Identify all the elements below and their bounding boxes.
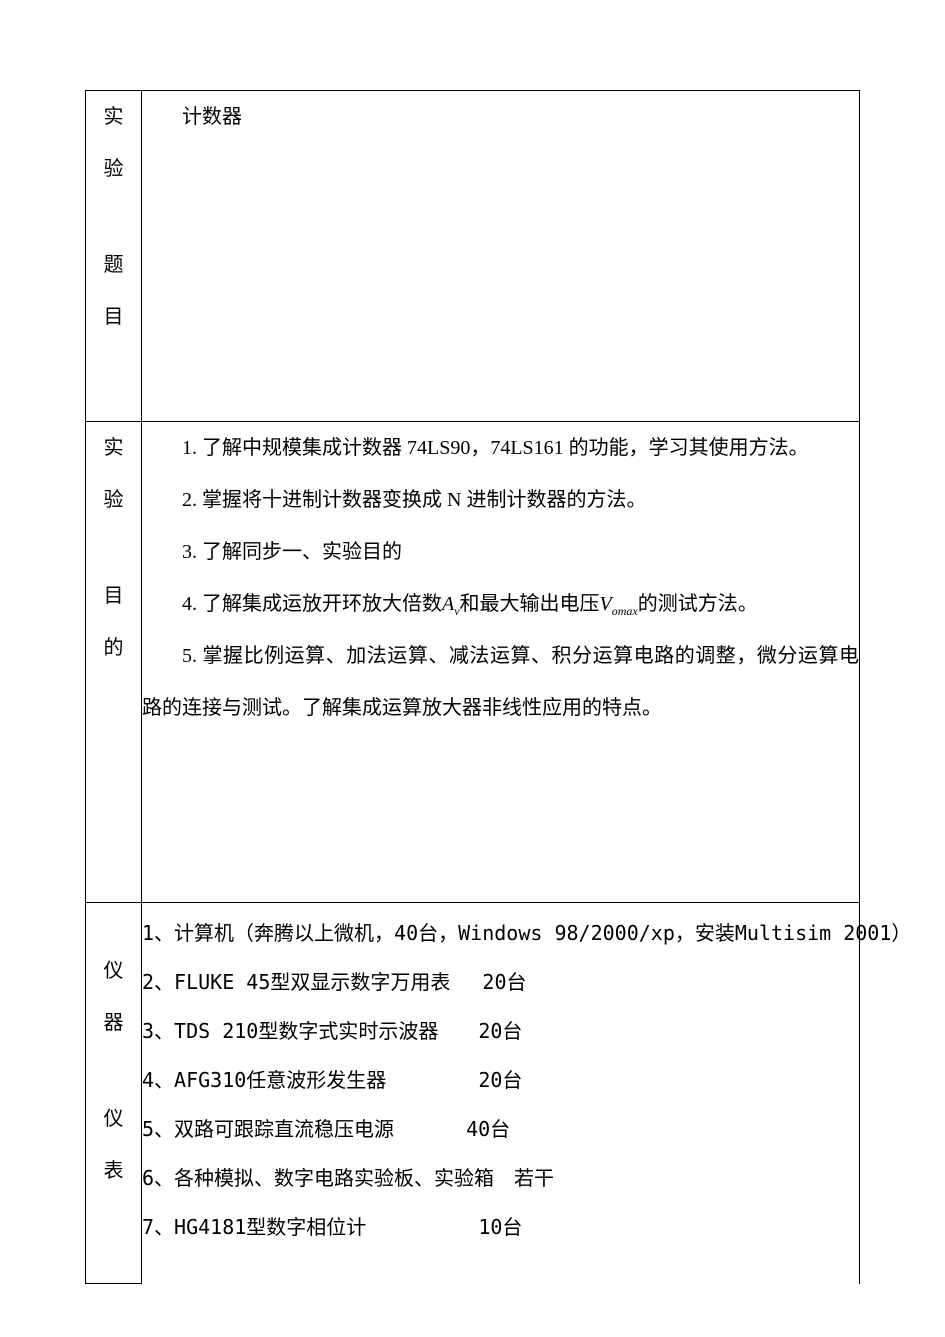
label-char: 的 bbox=[86, 622, 141, 674]
label-char: 目 bbox=[86, 291, 141, 343]
label-gap bbox=[86, 526, 141, 570]
label-instruments: 仪 器 仪 表 bbox=[86, 903, 142, 1284]
document-page: 实 验 题 目 计数器 实 验 目 的 1. 了解中规模集成计数器 74LS90… bbox=[0, 0, 945, 1284]
label-char: 器 bbox=[86, 997, 141, 1049]
label-gap bbox=[86, 195, 141, 239]
math-symbol: Av bbox=[442, 593, 460, 615]
row-purpose: 实 验 目 的 1. 了解中规模集成计数器 74LS90，74LS161 的功能… bbox=[86, 422, 860, 903]
label-char: 仪 bbox=[86, 1093, 141, 1145]
label-char: 题 bbox=[86, 239, 141, 291]
label-char: 仪 bbox=[86, 945, 141, 997]
purpose-line: 5. 掌握比例运算、加法运算、减法运算、积分运算电路的调整，微分运算电路的连接与… bbox=[142, 630, 859, 734]
label-char: 目 bbox=[86, 570, 141, 622]
label-gap bbox=[86, 1049, 141, 1093]
instrument-line: 5、双路可跟踪直流稳压电源 40台 bbox=[142, 1105, 859, 1154]
label-char: 验 bbox=[86, 143, 141, 195]
purpose-line: 4. 了解集成运放开环放大倍数Av和最大输出电压Vomax的测试方法。 bbox=[142, 578, 859, 630]
label-char: 实 bbox=[86, 91, 141, 143]
instrument-line: 7、HG4181型数字相位计 10台 bbox=[142, 1203, 859, 1252]
purpose-line: 3. 了解同步一、实验目的 bbox=[142, 526, 859, 578]
instrument-line: 4、AFG310任意波形发生器 20台 bbox=[142, 1056, 859, 1105]
label-purpose: 实 验 目 的 bbox=[86, 422, 142, 903]
content-topic: 计数器 bbox=[142, 91, 860, 422]
instrument-line: 6、各种模拟、数字电路实验板、实验箱 若干 bbox=[142, 1154, 859, 1203]
instrument-line: 3、TDS 210型数字式实时示波器 20台 bbox=[142, 1007, 859, 1056]
purpose-line: 1. 了解中规模集成计数器 74LS90，74LS161 的功能，学习其使用方法… bbox=[142, 422, 859, 474]
label-char: 表 bbox=[86, 1145, 141, 1197]
experiment-table: 实 验 题 目 计数器 实 验 目 的 1. 了解中规模集成计数器 74LS90… bbox=[85, 90, 860, 1284]
row-topic: 实 验 题 目 计数器 bbox=[86, 91, 860, 422]
instrument-line: 2、FLUKE 45型双显示数字万用表 20台 bbox=[142, 958, 859, 1007]
row-instruments: 仪 器 仪 表 1、计算机（奔腾以上微机，40台，Windows 98/2000… bbox=[86, 903, 860, 1284]
label-char: 实 bbox=[86, 422, 141, 474]
instrument-line: 1、计算机（奔腾以上微机，40台，Windows 98/2000/xp，安装Mu… bbox=[142, 909, 859, 958]
label-char: 验 bbox=[86, 474, 141, 526]
purpose-line: 2. 掌握将十进制计数器变换成 N 进制计数器的方法。 bbox=[142, 474, 859, 526]
content-purpose: 1. 了解中规模集成计数器 74LS90，74LS161 的功能，学习其使用方法… bbox=[142, 422, 860, 903]
content-instruments: 1、计算机（奔腾以上微机，40台，Windows 98/2000/xp，安装Mu… bbox=[142, 903, 860, 1284]
topic-line: 计数器 bbox=[142, 91, 859, 143]
label-topic: 实 验 题 目 bbox=[86, 91, 142, 422]
math-symbol: Vomax bbox=[600, 593, 638, 615]
